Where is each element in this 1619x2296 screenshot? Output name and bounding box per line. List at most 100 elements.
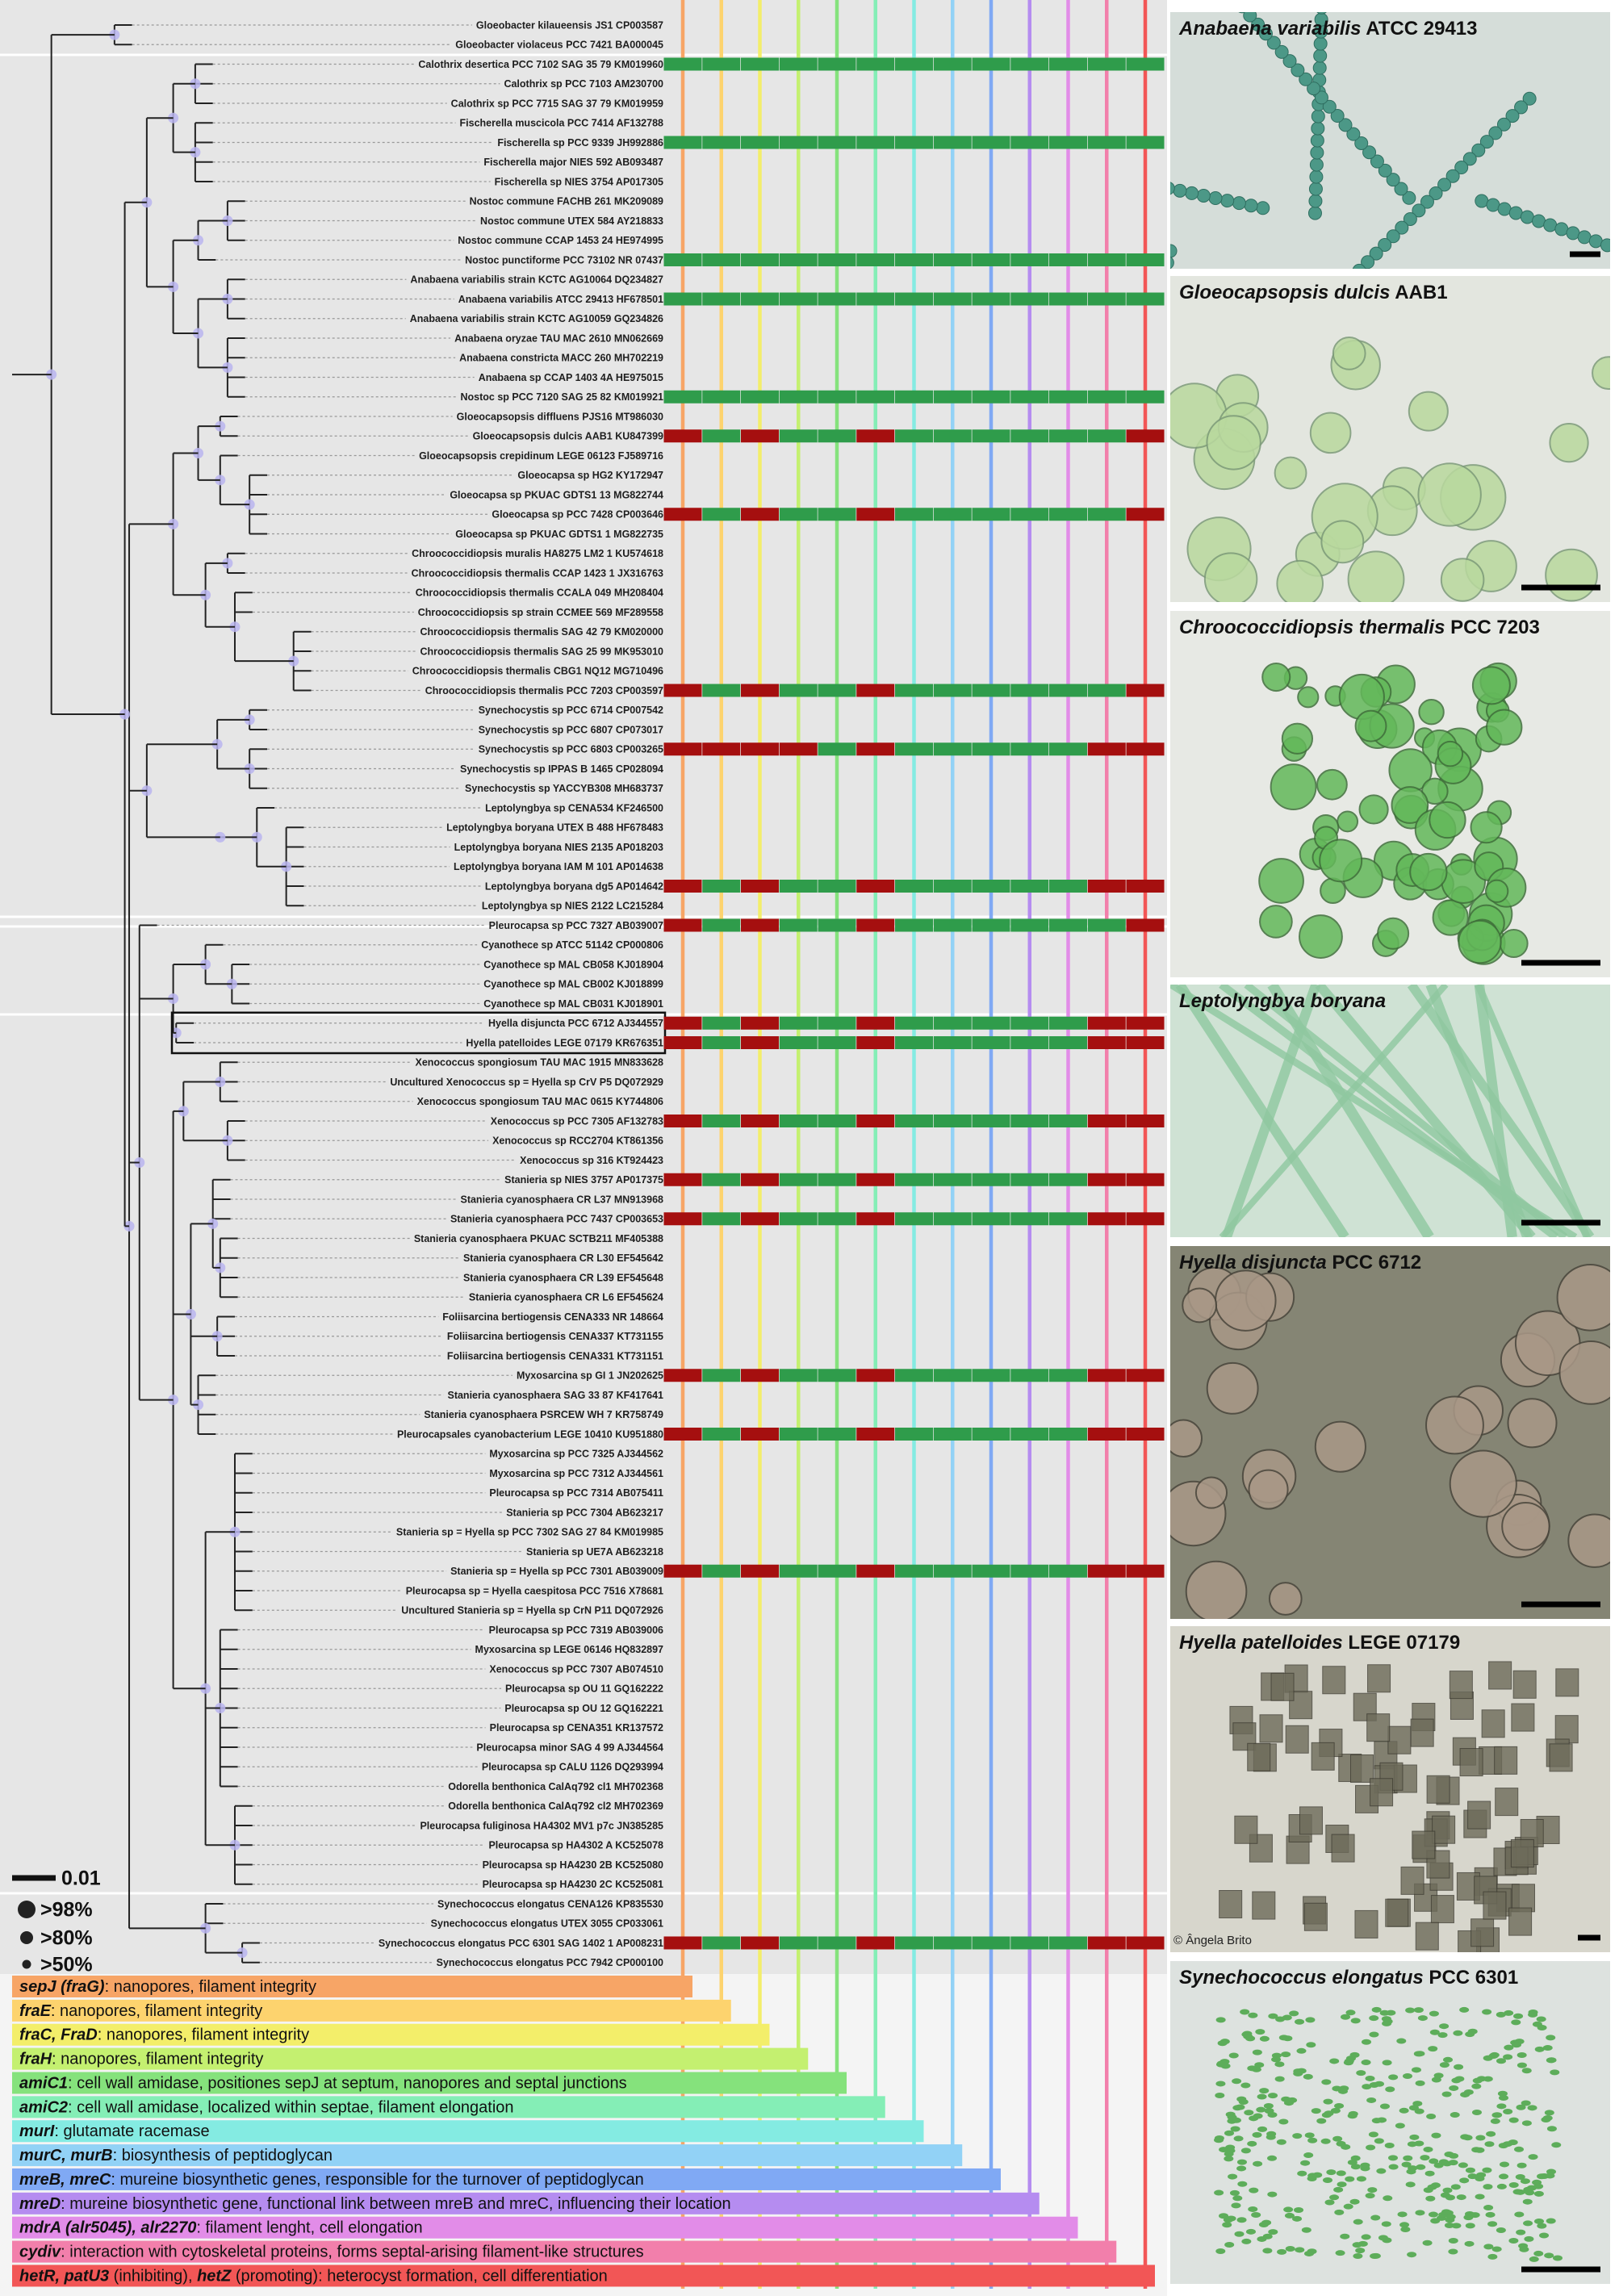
cell	[1354, 136, 1369, 150]
cell	[1369, 2015, 1379, 2022]
taxon-label: Pleurocapsa sp = Hyella caespitosa PCC 7…	[406, 1585, 663, 1596]
gene-cell	[663, 253, 702, 266]
cell	[1282, 54, 1297, 69]
cell	[1458, 919, 1502, 964]
gene-cell	[818, 1036, 856, 1049]
cell	[1240, 2148, 1251, 2154]
cell	[1248, 1469, 1289, 1510]
cell	[1470, 811, 1503, 844]
gene-cell	[972, 1115, 1010, 1127]
taxon-label: Stanieria cyanosphaera PSRCEW WH 7 KR758…	[424, 1409, 663, 1420]
cell	[1248, 2012, 1258, 2018]
cell	[1517, 2052, 1527, 2059]
taxon-label: Cyanothece sp MAL CB002 KJ018899	[483, 979, 663, 990]
cell	[1321, 2079, 1332, 2085]
taxon-label: Stanieria sp = Hyella sp PCC 7301 AB0390…	[450, 1566, 663, 1577]
cell	[1249, 2187, 1259, 2194]
gene-cell	[1049, 1173, 1087, 1186]
legend-entry: mreD: mureine biosynthetic gene, functio…	[19, 2195, 731, 2213]
gene-cell	[663, 918, 702, 932]
gene-cell	[779, 1212, 818, 1226]
gene-cell	[779, 684, 818, 697]
cell	[1316, 12, 1327, 15]
cell	[1454, 2076, 1465, 2082]
cell	[1236, 2217, 1247, 2223]
gene-cell	[1010, 57, 1049, 71]
gene-cell	[895, 508, 933, 521]
cell	[1449, 2152, 1459, 2159]
taxon-label: Gloeocapsopsis crepidinum LEGE 06123 FJ5…	[419, 450, 663, 462]
gene-cell	[818, 429, 856, 443]
legend-entry: fraH: nanopores, filament integrity	[19, 2051, 263, 2068]
gene-cell	[1049, 253, 1087, 266]
filament	[1175, 985, 1349, 1237]
gene-cell	[702, 57, 741, 71]
cell	[1402, 2073, 1412, 2080]
gene-cell	[1010, 253, 1049, 266]
taxon-label: Chroococcidiopsis thermalis SAG 25 99 MK…	[420, 646, 663, 657]
cell	[1508, 2139, 1518, 2146]
gene-cell	[1087, 918, 1126, 932]
cell	[1499, 2161, 1509, 2168]
cell	[1381, 2221, 1391, 2227]
gene-cell	[702, 1564, 741, 1578]
cell	[1395, 2122, 1405, 2129]
taxon-label: Anabaena variabilis strain KCTC AG10059 …	[410, 313, 663, 324]
gene-cell	[1010, 1115, 1049, 1127]
cell	[1234, 2231, 1245, 2237]
cell	[1536, 2016, 1546, 2022]
taxon-label: Foliisarcina bertiogensis CENA333 NR 148…	[442, 1311, 663, 1323]
cell	[1412, 203, 1426, 218]
cell	[1252, 2049, 1262, 2056]
cell	[1303, 1902, 1328, 1931]
cell	[1311, 121, 1325, 136]
cell	[1266, 2131, 1277, 2137]
cell	[1377, 917, 1410, 950]
cell	[1369, 246, 1383, 261]
cell	[1415, 2210, 1425, 2216]
cell	[1353, 2219, 1363, 2225]
cell	[1471, 143, 1486, 157]
cell	[1516, 2104, 1526, 2110]
cell	[1399, 2107, 1409, 2114]
cell	[1236, 2159, 1247, 2165]
gene-cell	[1087, 1036, 1126, 1049]
cell	[1217, 2040, 1228, 2047]
gene-cell	[895, 1369, 933, 1382]
gene-name: amiC1	[19, 2075, 68, 2093]
gene-cell	[818, 1173, 856, 1186]
cell	[1397, 2211, 1408, 2218]
cell	[1369, 2031, 1379, 2038]
cell	[1556, 1264, 1610, 1332]
gene-description: : interaction with cytoskeletal proteins…	[61, 2244, 644, 2261]
cell	[1316, 768, 1348, 801]
gene-cell	[818, 1428, 856, 1441]
gene-cell	[1049, 918, 1087, 932]
cell	[1494, 1746, 1518, 1775]
gene-cell	[1126, 57, 1165, 71]
support-symbol	[18, 1901, 36, 1918]
photo	[1170, 985, 1610, 1237]
species-name: Leptolyngbya boryana	[1179, 990, 1386, 1012]
taxon-label: Foliisarcina bertiogensis CENA337 KT7311…	[447, 1331, 663, 1342]
taxon-label: Pleurocapsa sp CENA351 KR137572	[490, 1722, 663, 1734]
cell	[1345, 2176, 1355, 2182]
cell	[1483, 1891, 1507, 1920]
cell	[1247, 2140, 1257, 2147]
photo-caption: Hyella patelloides LEGE 07179	[1179, 1632, 1460, 1654]
gene-cell	[856, 1036, 895, 1049]
cell	[1270, 763, 1317, 810]
gene-cell	[741, 742, 779, 756]
cell	[1259, 1714, 1283, 1743]
gene-cell	[779, 880, 818, 893]
cell	[1439, 2062, 1450, 2068]
legend-entry: mreB, mreC: mureine biosynthetic genes, …	[19, 2171, 644, 2189]
cell	[1332, 2135, 1343, 2142]
gene-cell	[856, 1115, 895, 1127]
taxon-label: Stanieria sp = Hyella sp PCC 7302 SAG 27…	[396, 1527, 663, 1538]
taxon-label: Xenococcus sp 316 KT924423	[520, 1155, 663, 1166]
cell	[1296, 2047, 1307, 2054]
gene-cell	[933, 1036, 972, 1049]
gene-cell	[663, 1564, 702, 1578]
cell	[1294, 2207, 1304, 2214]
